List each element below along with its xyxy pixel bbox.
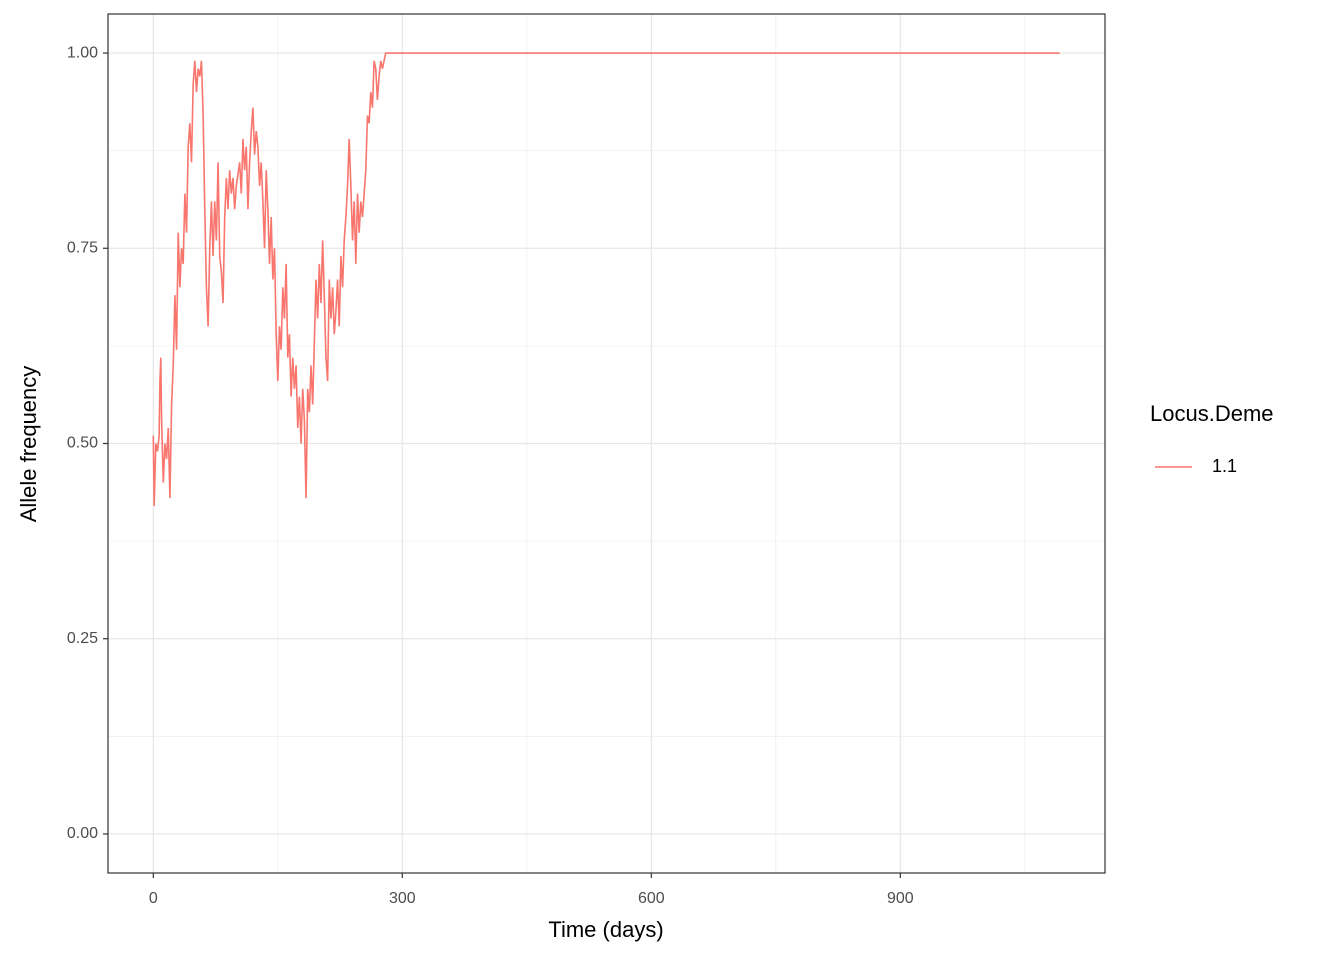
x-tick-label: 0 [149, 890, 158, 907]
x-tick-label: 300 [389, 890, 416, 907]
legend-title: Locus.Deme [1150, 401, 1274, 426]
data-line [152, 52, 1060, 506]
y-tick-label: 0.50 [67, 435, 98, 452]
y-tick-label: 0.00 [67, 825, 98, 842]
x-axis-title: Time (days) [548, 917, 663, 942]
y-tick-label: 0.75 [67, 239, 98, 256]
x-tick-label: 900 [887, 890, 914, 907]
y-tick-label: 0.25 [67, 630, 98, 647]
y-tick-label: 1.00 [67, 44, 98, 61]
y-axis-title: Allele frequency [16, 366, 41, 523]
legend-entry: 1.1 [1212, 456, 1237, 476]
x-tick-label: 600 [638, 890, 665, 907]
